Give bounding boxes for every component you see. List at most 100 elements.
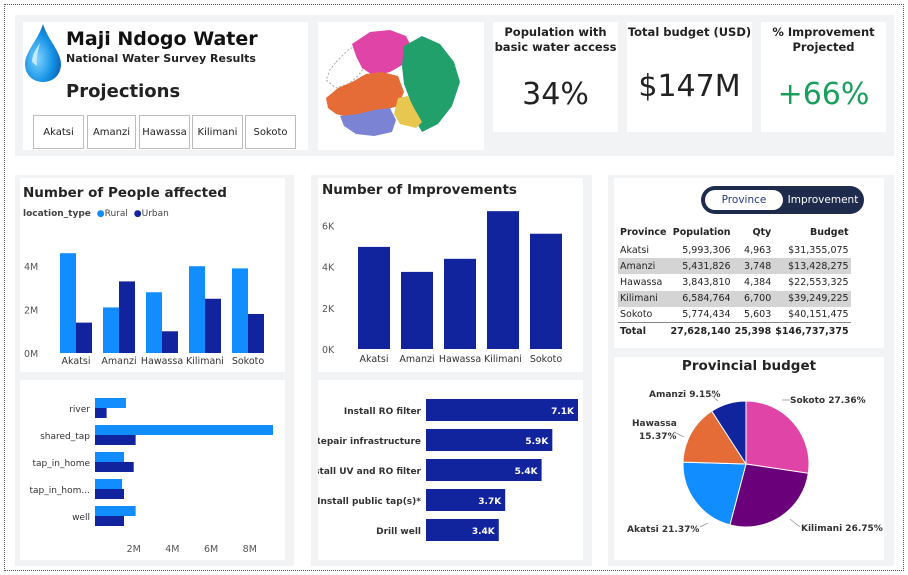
pie-slice-hawassa [682,410,747,465]
bar-urban-amanzi [119,281,135,353]
map-region-centre[interactable] [394,96,422,128]
source-chart-card [20,380,285,560]
cell-qty: 4,963 [744,244,772,256]
bar-improvement-1 [426,399,578,421]
map-region-west[interactable] [326,72,404,118]
total-label: Total [618,322,669,340]
kpi-card-water-access: Population with basic water access 34% [493,22,618,132]
bar-rural-4 [95,479,123,489]
bar-rural-2 [95,425,273,435]
y-tick-label: 2M [24,306,38,317]
kpi-title-improvement: % Improvement Projected [772,25,875,54]
data-label: 3.7K [478,497,502,507]
leader-line [789,518,801,528]
y-tick-label: river [69,405,90,415]
pie-label-line: 15.37% [639,432,677,442]
slicer-akatsi[interactable]: Akatsi [33,115,84,149]
col-qty[interactable]: Qty [752,226,772,238]
people-chart-title: Number of People affected [23,185,227,201]
x-tick-label: Kilimani [484,354,522,365]
pie-label-line: Hawassa [632,419,677,429]
slicer-sokoto[interactable]: Sokoto [245,115,296,149]
cell-province: Hawassa [620,276,663,288]
y-tick-label: shared_tap [40,432,90,442]
cell-population: 5,774,434 [682,309,731,321]
leader-line [699,522,709,528]
improvements-chart[interactable]: 0K 2K 4K 6K Akatsi Amanzi Hawassa Kilimani Sokot… [318,195,583,370]
table-header-row: Province Population Qty Budget [618,222,851,242]
x-tick-label: Amanzi [399,354,434,365]
improvement-type-chart[interactable]: 7.1K Install RO filter 5.9K Repair infrastr… [318,380,583,560]
map-region-east[interactable] [402,36,460,132]
water-drop-icon [25,24,61,82]
budget-chart-title: Provincial budget [681,358,817,374]
x-tick-label: Akatsi [360,354,389,365]
y-tick-label: 0M [24,349,38,360]
data-label: 5.4K [515,467,539,477]
improvements-chart-title: Number of Improvements [322,182,517,198]
y-tick-label: Install RO filter [344,407,422,417]
col-budget[interactable]: Budget [809,226,849,238]
kpi-value-water-access: 34% [522,77,589,112]
toggle-province[interactable]: Province [705,190,783,210]
bar-hawassa [444,258,476,349]
bar-urban-1 [95,408,107,418]
bar-rural-sokoto [232,268,248,353]
y-tick-label: well [72,513,90,523]
table-row: Amanzi 5,431,826 3,748 $13,428,275 [618,258,851,275]
y-tick-label: 0K [322,345,335,356]
total-population: 27,628,140 [668,322,733,340]
legend-urban: Urban [141,209,169,219]
bar-rural-amanzi [103,307,119,353]
pie-slice-sokoto [745,400,810,474]
bar-rural-5 [95,506,136,516]
source-chart[interactable]: river shared_tap tap_in_home tap_in_hom...w… [20,380,285,560]
table-row: Akatsi 5,993,306 4,963 $31,355,075 [618,242,851,258]
cell-population: 6,584,764 [668,290,733,307]
x-tick-label: Kilimani [186,356,224,367]
bar-improvement-3 [426,459,542,481]
dashboard-frame [4,4,904,571]
pie-slice-amanzi [711,400,747,466]
table-row: Kilimani 6,584,764 6,700 $39,249,225 [618,290,851,307]
view-toggle[interactable]: Province Improvement [701,186,864,214]
x-tick-label: 6M [204,544,218,555]
bar-improvement-5 [426,519,499,541]
bar-urban-sokoto [248,313,264,353]
app-title: Maji Ndogo Water [66,28,258,50]
col-population[interactable]: Population [672,226,731,238]
budget-pie-chart[interactable]: Sokoto 27.36% Kilimani 26.75% Akatsi 21.37… [614,375,884,560]
x-tick-label: Akatsi [62,356,91,367]
slicer-hawassa[interactable]: Hawassa [139,115,190,149]
leader-line [673,431,685,438]
bar-sokoto [530,233,562,349]
slicer-amanzi[interactable]: Amanzi [87,115,136,149]
cell-budget: $40,151,475 [788,309,849,321]
leader-line [709,393,719,402]
y-tick-label: tap_in_home [33,459,91,469]
col-province[interactable]: Province [620,226,667,238]
table-row: Hawassa 3,843,810 4,384 $22,553,325 [618,274,851,290]
cell-population: 5,431,826 [668,258,733,275]
data-label: 3.4K [472,527,496,537]
province-map[interactable] [318,22,484,150]
y-tick-label: 6K [322,222,335,233]
cell-qty: 5,603 [744,309,772,321]
total-qty: 25,398 [732,322,774,340]
people-chart[interactable]: 0M 2M 4M Akatsi Amanzi Hawassa Kilimani Sokoto [20,225,285,370]
map-region-south[interactable] [340,108,396,136]
bar-akatsi [358,246,390,349]
y-tick-label: 2K [322,304,335,315]
table-total-row: Total 27,628,140 25,398 $146,737,375 [618,322,851,340]
cell-budget: $13,428,275 [773,258,851,275]
slicer-kilimani[interactable]: Kilimani [192,115,243,149]
toggle-improvement[interactable]: Improvement [787,194,859,206]
map-region-north[interactable] [352,30,414,76]
bar-improvement-2 [426,429,553,451]
bar-kilimani [487,211,519,349]
y-tick-label: Drill well [376,527,421,537]
y-tick-label: 4M [24,262,38,273]
bar-rural-kilimani [189,266,205,353]
pie-label: Akatsi 21.37% [627,525,699,535]
bar-rural-hawassa [146,292,162,353]
